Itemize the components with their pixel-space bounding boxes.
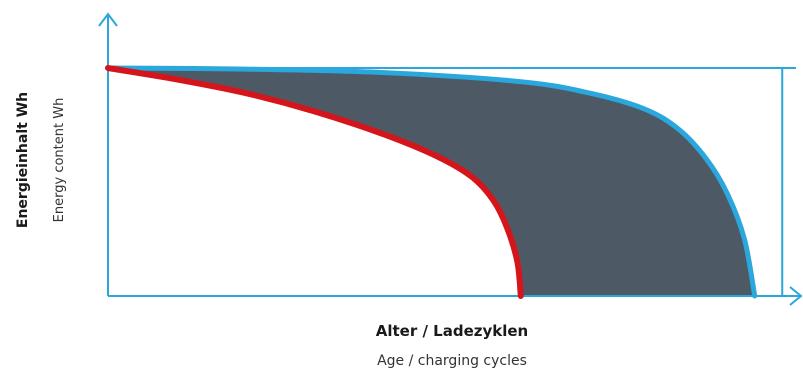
y-axis-label-secondary: Energy content Wh xyxy=(52,98,67,223)
series-line-top xyxy=(105,65,758,299)
fill-between-area xyxy=(108,68,755,296)
x-axis-label: Alter / Ladezyklen xyxy=(376,322,528,340)
x-axis-label-secondary: Age / charging cycles xyxy=(377,353,527,369)
y-axis-arrow xyxy=(98,12,118,27)
x-axis-arrow xyxy=(789,286,803,306)
plot-area xyxy=(98,12,803,306)
series-line-bottom xyxy=(105,65,524,299)
y-axis-label: Energieinhalt Wh xyxy=(15,92,31,228)
